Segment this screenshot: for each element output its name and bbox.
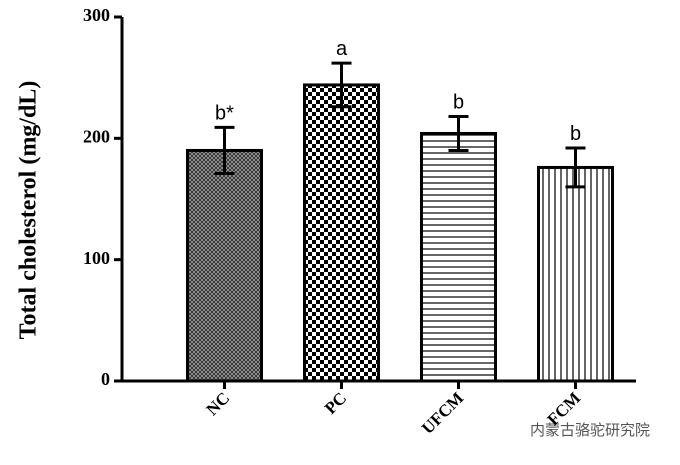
significance-label: b xyxy=(453,91,464,113)
y-axis-title: Total cholesterol (mg/dL) xyxy=(16,81,42,340)
bar xyxy=(186,148,263,383)
bar xyxy=(303,83,380,383)
y-tick-label: 100 xyxy=(83,248,110,268)
y-tick-label: 0 xyxy=(101,369,110,389)
error-bar xyxy=(331,61,352,109)
x-tick-label: PC xyxy=(321,388,350,417)
error-bar xyxy=(565,146,586,189)
significance-label: a xyxy=(336,38,348,60)
y-tick-label: 200 xyxy=(83,126,110,146)
x-tick-label: UFCM xyxy=(418,388,467,437)
significance-label: b* xyxy=(215,102,234,124)
significance-label: b xyxy=(570,123,581,145)
watermark: 内蒙古骆驼研究院 xyxy=(530,421,650,439)
y-tick-label: 300 xyxy=(83,5,110,25)
bar xyxy=(420,131,497,383)
error-bar xyxy=(448,114,469,152)
error-bar xyxy=(214,125,235,176)
bar xyxy=(537,165,614,383)
x-tick-label: NC xyxy=(203,388,234,419)
